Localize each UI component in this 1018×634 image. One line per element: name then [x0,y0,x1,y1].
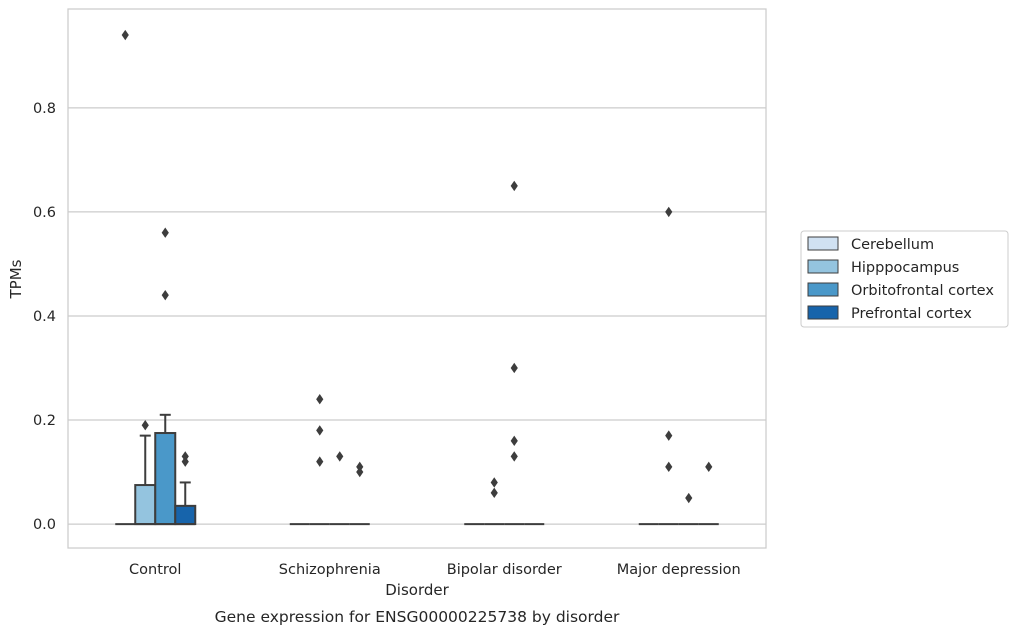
legend-label: Hipppocampus [851,260,959,276]
x-tick-label: Schizophrenia [279,562,381,578]
outlier-point [316,394,324,405]
box-major-depression [698,461,719,526]
box-control [115,29,136,526]
outlier-point [510,435,518,447]
outlier-point [316,425,324,436]
box-control [154,227,177,526]
box-bipolar-disorder [504,362,525,526]
x-axis-label: Disorder [385,581,449,599]
outlier-point [685,492,693,504]
outlier-point [510,180,518,192]
outlier-point [161,289,169,301]
y-tick-label: 0.8 [33,101,56,117]
box-control [174,451,197,526]
y-tick-label: 0.4 [33,309,56,325]
outlier-point [665,461,673,473]
outlier-point [181,456,189,467]
legend: Cerebellum Hipppocampus Orbitofrontal cort… [800,230,1009,328]
legend-item: Prefrontal cortex [807,305,972,322]
series-orbitofrontal-cortex [154,227,699,526]
legend-item: Hipppocampus [807,259,959,276]
series-hipppocampus [134,206,679,526]
outlier-point [705,461,713,473]
box-body [154,432,177,526]
legend-swatch [807,305,839,320]
x-tick-label: Bipolar disorder [447,562,562,578]
legend-swatch [807,259,839,274]
box-major-depression [658,206,679,526]
outlier-point [181,451,189,462]
box-body [174,504,197,526]
box-major-depression [678,492,699,526]
box-bipolar-disorder [484,477,505,526]
outlier-point [356,466,364,478]
box-schizophrenia [349,461,370,526]
legend-label: Cerebellum [851,237,934,253]
y-tick-label: 0.0 [33,517,56,533]
outlier-point [316,456,324,467]
y-tick-label: 0.6 [33,205,56,221]
box-schizophrenia [309,394,330,526]
legend-frame [800,230,1009,328]
x-tick-label: Major depression [617,562,741,578]
legend-label: Orbitofrontal cortex [851,283,994,299]
box-schizophrenia [329,451,350,526]
series-cerebellum [115,29,659,526]
x-tick-labels: Control Schizophrenia Bipolar disorder Majo… [129,562,741,578]
outlier-point [141,420,149,431]
box-control [134,420,157,526]
outlier-point [510,362,518,374]
y-axis-label: TPMs [7,259,25,299]
legend-swatch [807,282,839,297]
y-tick-label: 0.2 [33,413,56,429]
outlier-point [490,487,498,499]
box-body [134,484,157,526]
outlier-point [510,451,518,462]
outlier-point [490,477,498,488]
legend-label: Prefrontal cortex [851,306,972,322]
legend-swatch [807,236,839,251]
outlier-point [336,451,344,462]
legend-item: Cerebellum [807,236,934,253]
series-prefrontal-cortex [174,451,719,526]
outlier-point [121,29,129,41]
outlier-point [161,227,169,238]
legend-item: Orbitofrontal cortex [807,282,994,299]
plot-area-frame [67,8,767,549]
y-tick-labels: 0.0 0.2 0.4 0.6 0.8 [33,101,56,533]
outlier-point [665,206,673,218]
x-tick-label: Control [129,562,181,578]
box-series [115,29,719,526]
outlier-point [356,461,364,473]
outlier-point [665,430,673,441]
chart-title: Gene expression for ENSG00000225738 by d… [215,608,620,626]
